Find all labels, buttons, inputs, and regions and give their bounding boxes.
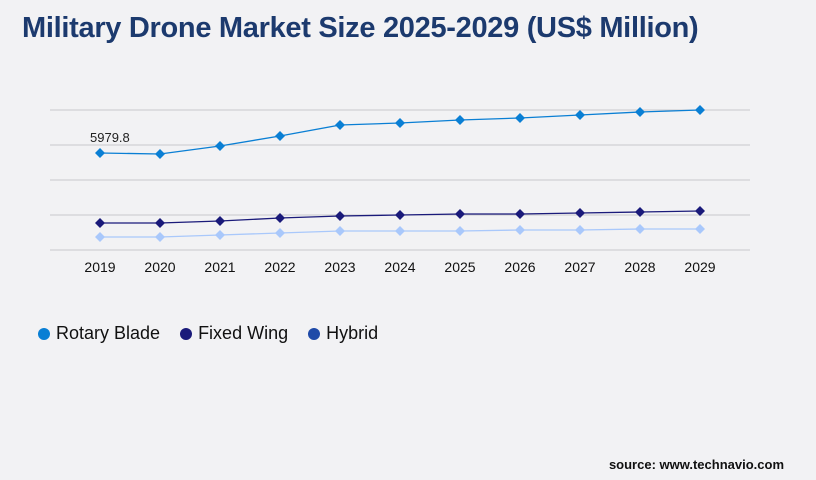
chart-title: Military Drone Market Size 2025-2029 (US…	[22, 12, 699, 44]
x-tick-label: 2020	[144, 259, 175, 275]
source-note: source: www.technavio.com	[608, 457, 784, 472]
legend-label: Hybrid	[326, 323, 379, 343]
data-point	[335, 211, 345, 222]
data-point	[455, 114, 465, 125]
legend: Rotary Blade Fixed Wing Hybrid	[38, 323, 378, 344]
data-point	[575, 225, 585, 235]
data-point	[215, 215, 225, 226]
data-point	[635, 206, 645, 217]
data-label: 5979.8	[90, 130, 130, 145]
legend-item: Rotary Blade	[38, 323, 160, 344]
legend-item: Hybrid	[308, 323, 378, 344]
x-tick-label: 2025	[444, 259, 475, 275]
series-line-rotary-blade	[99, 109, 701, 155]
data-point	[695, 206, 705, 217]
data-point	[575, 109, 585, 120]
data-point	[575, 208, 585, 219]
data-point	[155, 217, 165, 228]
x-tick-label: 2028	[624, 259, 655, 275]
data-point	[155, 149, 165, 160]
legend-item: Fixed Wing	[180, 323, 288, 344]
data-point	[395, 226, 405, 237]
data-point	[95, 232, 105, 243]
data-point	[155, 232, 165, 243]
x-tick-label: 2026	[504, 259, 535, 275]
data-point	[335, 120, 345, 131]
legend-marker-icon	[180, 327, 193, 340]
x-tick-label: 2019	[84, 259, 115, 275]
data-point	[215, 140, 225, 151]
data-point	[95, 217, 105, 228]
data-point	[215, 229, 225, 240]
x-tick-label: 2022	[264, 259, 295, 275]
data-point	[455, 226, 465, 237]
data-point	[275, 212, 285, 223]
data-point	[395, 117, 405, 128]
data-point	[275, 131, 285, 142]
data-point	[635, 106, 645, 117]
data-point	[515, 225, 525, 235]
data-point	[335, 226, 345, 237]
x-tick-label: 2024	[384, 259, 415, 275]
data-point	[515, 209, 525, 220]
data-point	[695, 105, 705, 115]
data-point	[515, 112, 525, 123]
data-point	[395, 209, 405, 220]
x-tick-label: 2027	[564, 259, 595, 275]
data-point	[635, 223, 645, 234]
legend-label: Rotary Blade	[56, 323, 161, 343]
x-tick-label: 2023	[324, 259, 355, 275]
x-tick-label: 2021	[204, 259, 235, 275]
legend-label: Fixed Wing	[198, 323, 289, 343]
data-point	[95, 148, 105, 159]
data-point	[275, 228, 285, 239]
data-point	[455, 209, 465, 220]
x-tick-label: 2029	[684, 259, 715, 275]
legend-marker-icon	[38, 327, 50, 340]
data-point	[695, 223, 705, 234]
legend-marker-icon	[308, 327, 321, 340]
